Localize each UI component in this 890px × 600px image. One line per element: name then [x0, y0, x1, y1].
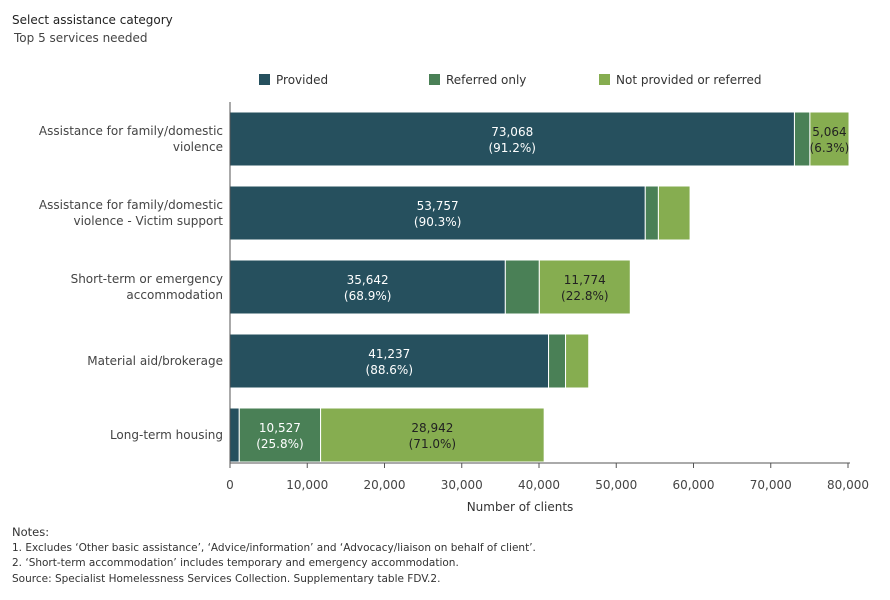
x-tick-label-6: 60,000 [673, 478, 715, 492]
x-tick-label-1: 10,000 [286, 478, 328, 492]
bar-4-series-1 [229, 333, 550, 389]
bar-1-series-1 [229, 111, 795, 167]
bar-5-series-1 [229, 407, 240, 463]
bar-2-series-2 [644, 185, 659, 241]
legend-label-1: Provided [276, 73, 328, 87]
bar-label-3-series-3: 11,774 (22.8%) [561, 273, 608, 303]
bar-3-series-3 [538, 259, 631, 315]
bar-5-series-3 [320, 407, 545, 463]
bar-label-5-series-3: 28,942 (71.0%) [409, 421, 456, 451]
category-label-2: Assistance for family/domestic violence -… [39, 198, 223, 228]
bar-4-series-2 [548, 333, 567, 389]
source-line: Source: Specialist Homelessness Services… [12, 572, 441, 585]
bar-1-series-3 [809, 111, 850, 167]
notes-heading: Notes: [12, 525, 50, 539]
bar-label-1-series-3: 5,064 (6.3%) [810, 125, 850, 155]
stacked-bar-chart: Provided Referred only Not provided or ref… [39, 73, 869, 514]
bar-2-series-1 [229, 185, 646, 241]
category-label-5: Long-term housing [110, 428, 223, 442]
x-tick-label-2: 20,000 [364, 478, 406, 492]
legend-swatch-2 [429, 74, 440, 85]
note-line-2: 2. ‘Short-term accommodation’ includes t… [12, 557, 459, 569]
notes-section: Notes: 1. Excludes ‘Other basic assistan… [12, 525, 536, 587]
x-tick-label-8: 80,000 [827, 478, 869, 492]
legend-swatch-3 [599, 74, 610, 85]
bar-1-series-2 [793, 111, 811, 167]
legend-label-3: Not provided or referred [616, 73, 761, 87]
bar-3-series-2 [504, 259, 540, 315]
x-tick-label-4: 40,000 [518, 478, 560, 492]
chart-title: Select assistance category [12, 13, 173, 27]
bar-2-series-3 [657, 185, 691, 241]
note-line-1: 1. Excludes ‘Other basic assistance’, ‘A… [12, 541, 536, 554]
bar-label-1-series-1: 73,068 (91.2%) [488, 125, 535, 155]
x-tick-label-7: 70,000 [750, 478, 792, 492]
x-tick-label-5: 50,000 [595, 478, 637, 492]
x-tick-label-0: 0 [226, 478, 234, 492]
bar-label-3-series-1: 35,642 (68.9%) [344, 273, 391, 303]
legend-swatch-1 [259, 74, 270, 85]
bar-5-series-2 [238, 407, 322, 463]
legend-label-2: Referred only [446, 73, 526, 87]
bar-label-5-series-2: 10,527 (25.8%) [256, 421, 303, 451]
bar-4-series-3 [565, 333, 590, 389]
category-label-3: Short-term or emergency accommodation [71, 272, 223, 302]
chart-subtitle: Top 5 services needed [14, 31, 148, 45]
category-label-4: Material aid/brokerage [87, 354, 223, 368]
category-label-1: Assistance for family/domestic violence [39, 124, 223, 154]
bar-label-4-series-1: 41,237 (88.6%) [366, 347, 413, 377]
bar-3-series-1 [229, 259, 506, 315]
x-axis-title: Number of clients [467, 500, 574, 514]
bar-label-2-series-1: 53,757 (90.3%) [414, 199, 461, 229]
x-tick-label-3: 30,000 [441, 478, 483, 492]
